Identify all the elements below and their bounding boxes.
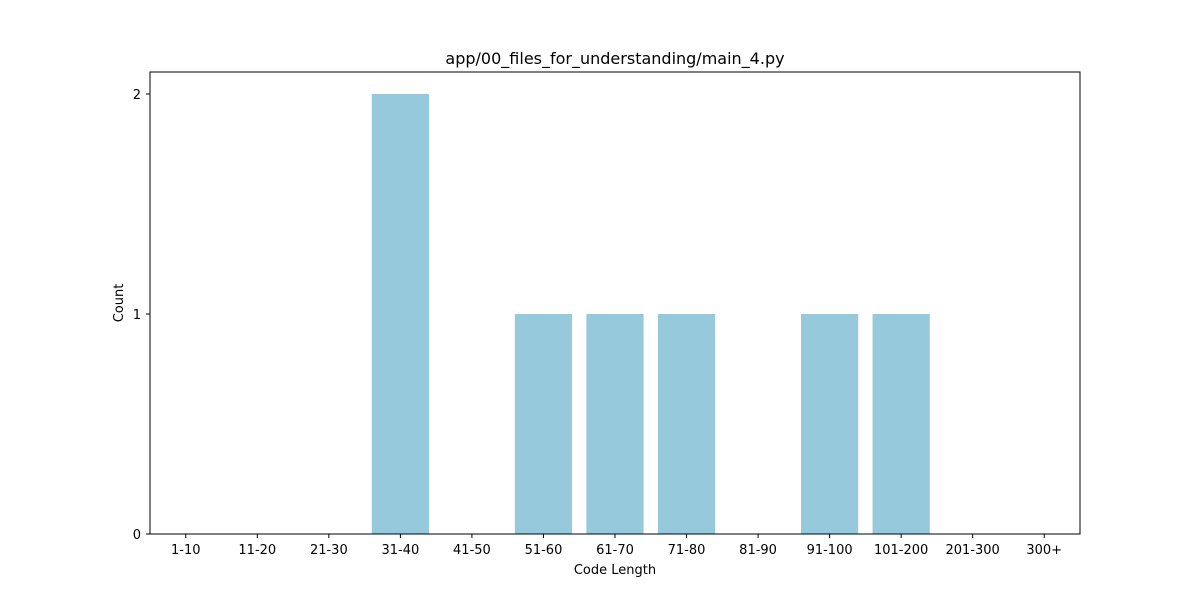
x-tick-label: 41-50 [453, 543, 491, 558]
y-tick-label: 2 [133, 88, 141, 103]
bar-51-60 [514, 314, 573, 534]
plot-frame [149, 71, 1081, 535]
y-tick-label: 0 [133, 528, 141, 543]
x-tick-label: 71-80 [668, 543, 706, 558]
x-tick-label: 81-90 [739, 543, 777, 558]
x-tick-label: 91-100 [807, 543, 853, 558]
bars-group [371, 94, 930, 534]
x-tick-label: 201-300 [946, 543, 1000, 558]
bar-31-40 [371, 94, 429, 534]
x-tick-label: 101-200 [874, 543, 928, 558]
x-tick-label: 1-10 [171, 543, 201, 558]
x-tick-label: 51-60 [525, 543, 563, 558]
bar-61-70 [586, 314, 644, 534]
x-axis-label: Code Length [574, 563, 656, 578]
x-tick-label: 11-20 [238, 543, 276, 558]
bar-91-100 [801, 314, 859, 534]
bar-71-80 [657, 314, 716, 534]
x-tick-label: 61-70 [596, 543, 634, 558]
x-tick-label: 31-40 [381, 543, 419, 558]
bar-101-200 [872, 314, 930, 534]
chart-title: app/00_files_for_understanding/main_4.py [445, 49, 784, 69]
y-tick-label: 1 [133, 308, 141, 323]
x-tick-label: 21-30 [310, 543, 348, 558]
y-ticks-group: 0 1 2 [133, 88, 150, 543]
x-ticks-group: 1-10 11-20 21-30 31-40 41-50 51-60 61-70 71-80 8… [171, 534, 1062, 558]
y-axis-label: Count [112, 284, 127, 323]
x-tick-label: 300+ [1026, 543, 1062, 558]
